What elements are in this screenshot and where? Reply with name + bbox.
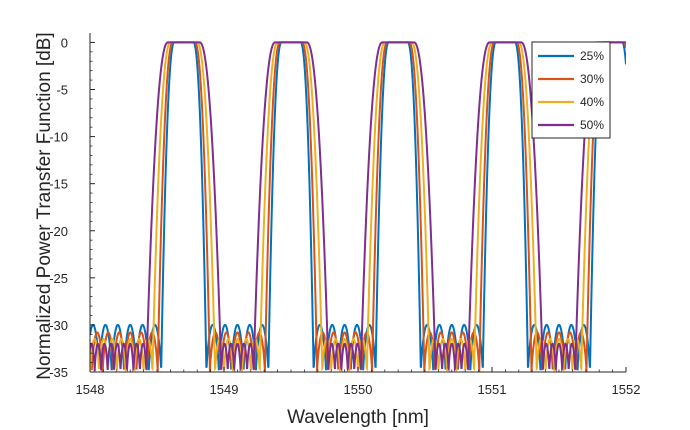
y-tick-label: -25 <box>49 271 68 286</box>
legend-label: 50% <box>580 118 604 132</box>
legend-label: 25% <box>580 49 604 63</box>
x-tick-label: 1552 <box>612 382 641 397</box>
y-tick-label: -35 <box>49 365 68 380</box>
x-axis-label: Wavelength [nm] <box>287 407 429 428</box>
x-tick-label: 1550 <box>344 382 373 397</box>
y-tick-label: -10 <box>49 130 68 145</box>
y-tick-label: -5 <box>56 83 68 98</box>
legend-box <box>531 41 611 139</box>
y-tick-label: 0 <box>61 35 68 50</box>
series-line-50pct <box>90 41 626 372</box>
x-tick-label: 1549 <box>210 382 239 397</box>
x-tick-label: 1548 <box>76 382 105 397</box>
y-axis-label: Normalized Power Transfer Function [dB] <box>34 32 55 379</box>
legend-label: 30% <box>580 72 604 86</box>
legend: 25% 30% 40% 50% <box>531 41 611 139</box>
axes: 1548 1549 1550 1551 1552 0 -5 -10 -15 -20 -25 -30 -3… <box>49 33 640 397</box>
y-tick-label: -15 <box>49 177 68 192</box>
y-tick-label: -30 <box>49 318 68 333</box>
y-tick-label: -20 <box>49 224 68 239</box>
legend-label: 40% <box>580 95 604 109</box>
x-tick-label: 1551 <box>478 382 507 397</box>
